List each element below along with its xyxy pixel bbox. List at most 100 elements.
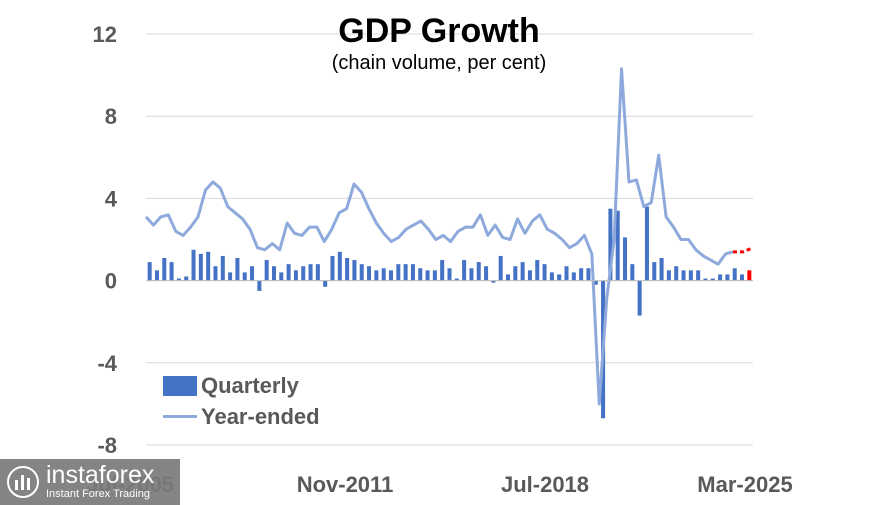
quarterly-bar [440,260,445,281]
quarterly-bar [396,264,401,281]
quarterly-bar [206,251,211,281]
chart-subtitle: (chain volume, per cent) [331,52,547,74]
y-tick-label: 8 [105,104,117,129]
watermark-tagline: Instant Forex Trading [46,488,150,500]
quarterly-bar [564,266,569,281]
quarterly-bar [557,274,562,281]
x-tick-label: Mar-2025 [697,472,792,497]
legend-label-year-ended: Year-ended [201,403,320,429]
quarterly-bar [352,260,357,281]
quarterly-bar [308,264,313,281]
quarterly-bar [718,274,723,281]
quarterly-bar [505,274,511,281]
quarterly-bar [176,278,181,281]
quarterly-bars [147,206,752,419]
quarterly-bar [703,278,708,281]
x-tick-label: Jul-2018 [501,472,589,497]
legend-label-quarterly: Quarterly [201,372,299,398]
watermark-text: instaforex Instant Forex Trading [46,463,154,501]
quarterly-bar [228,272,233,281]
quarterly-bar [549,272,554,281]
quarterly-bar [696,270,701,281]
quarterly-bar [630,264,635,281]
y-tick-label: 12 [93,22,117,47]
watermark: instaforex Instant Forex Trading [0,459,180,505]
legend-item-year-ended: Year-ended [163,401,320,432]
quarterly-bar [615,210,620,281]
quarterly-bar [535,260,540,281]
quarterly-bar [462,260,467,281]
quarterly-bar [418,268,423,281]
quarterly-bar [652,262,657,281]
quarterly-bar [593,280,598,285]
quarterly-bar [162,257,167,281]
quarterly-bar [725,274,730,281]
quarterly-bar [337,251,342,281]
quarterly-bar [527,270,532,281]
quarterly-bar [323,280,328,287]
quarterly-bar [213,266,218,281]
quarterly-bar [608,208,613,281]
year-ended-series-line [144,67,734,406]
year-ended-line [144,67,754,406]
quarterly-bar [491,280,496,283]
quarterly-bar [250,266,255,281]
y-tick-label: -4 [97,351,117,376]
watermark-logo-icon [7,466,39,498]
quarterly-bar [381,268,386,281]
quarterly-bar [388,270,394,281]
quarterly-bar [169,262,174,281]
chart-legend: Quarterly Year-ended [163,370,320,432]
quarterly-bar [147,262,152,281]
y-tick-label: -8 [97,433,117,458]
quarterly-bar [542,264,547,281]
quarterly-bar [637,280,642,316]
quarterly-bar [469,268,474,281]
quarterly-bar [644,206,649,281]
quarterly-bar [367,266,372,281]
quarterly-bar [235,257,240,281]
chart-title: GDP Growth [338,12,540,50]
quarterly-bar [484,266,489,281]
quarterly-bar [242,272,247,281]
quarterly-bar [710,278,715,281]
x-tick-label: Nov-2011 [297,472,394,497]
quarterly-bar [425,270,430,281]
quarterly-bar [359,264,364,281]
legend-item-quarterly: Quarterly [163,370,320,401]
watermark-brand: instaforex [46,461,155,489]
quarterly-bar [740,274,745,281]
quarterly-bar [659,257,664,281]
quarterly-bar [513,266,518,281]
quarterly-bar [688,270,693,281]
y-axis-ticks: 12 8 4 0 -4 -8 [93,22,118,458]
quarterly-bar [681,270,686,281]
quarterly-bar [374,270,379,281]
quarterly-bar [732,268,737,281]
quarterly-bar [301,266,306,281]
quarterly-bar [476,262,481,281]
quarterly-bar [447,268,452,281]
quarterly-bar [410,264,415,281]
y-tick-label: 4 [105,186,118,211]
quarterly-bar [191,249,196,281]
quarterly-bar [674,266,679,281]
quarterly-bar [403,264,408,281]
quarterly-bar [330,255,335,281]
quarterly-bar [432,270,437,281]
quarterly-bar [666,270,671,281]
y-tick-label: 0 [105,269,117,294]
quarterly-bar [286,264,291,281]
quarterly-bar [520,262,525,281]
quarterly-bar [220,255,225,281]
quarterly-bar [264,260,269,281]
quarterly-bar [154,270,159,281]
quarterly-bar [293,270,298,281]
quarterly-bar [198,253,203,281]
quarterly-bar [315,264,320,281]
quarterly-bar-projection [747,270,752,281]
quarterly-bar [279,272,284,281]
quarterly-bar [498,255,503,281]
